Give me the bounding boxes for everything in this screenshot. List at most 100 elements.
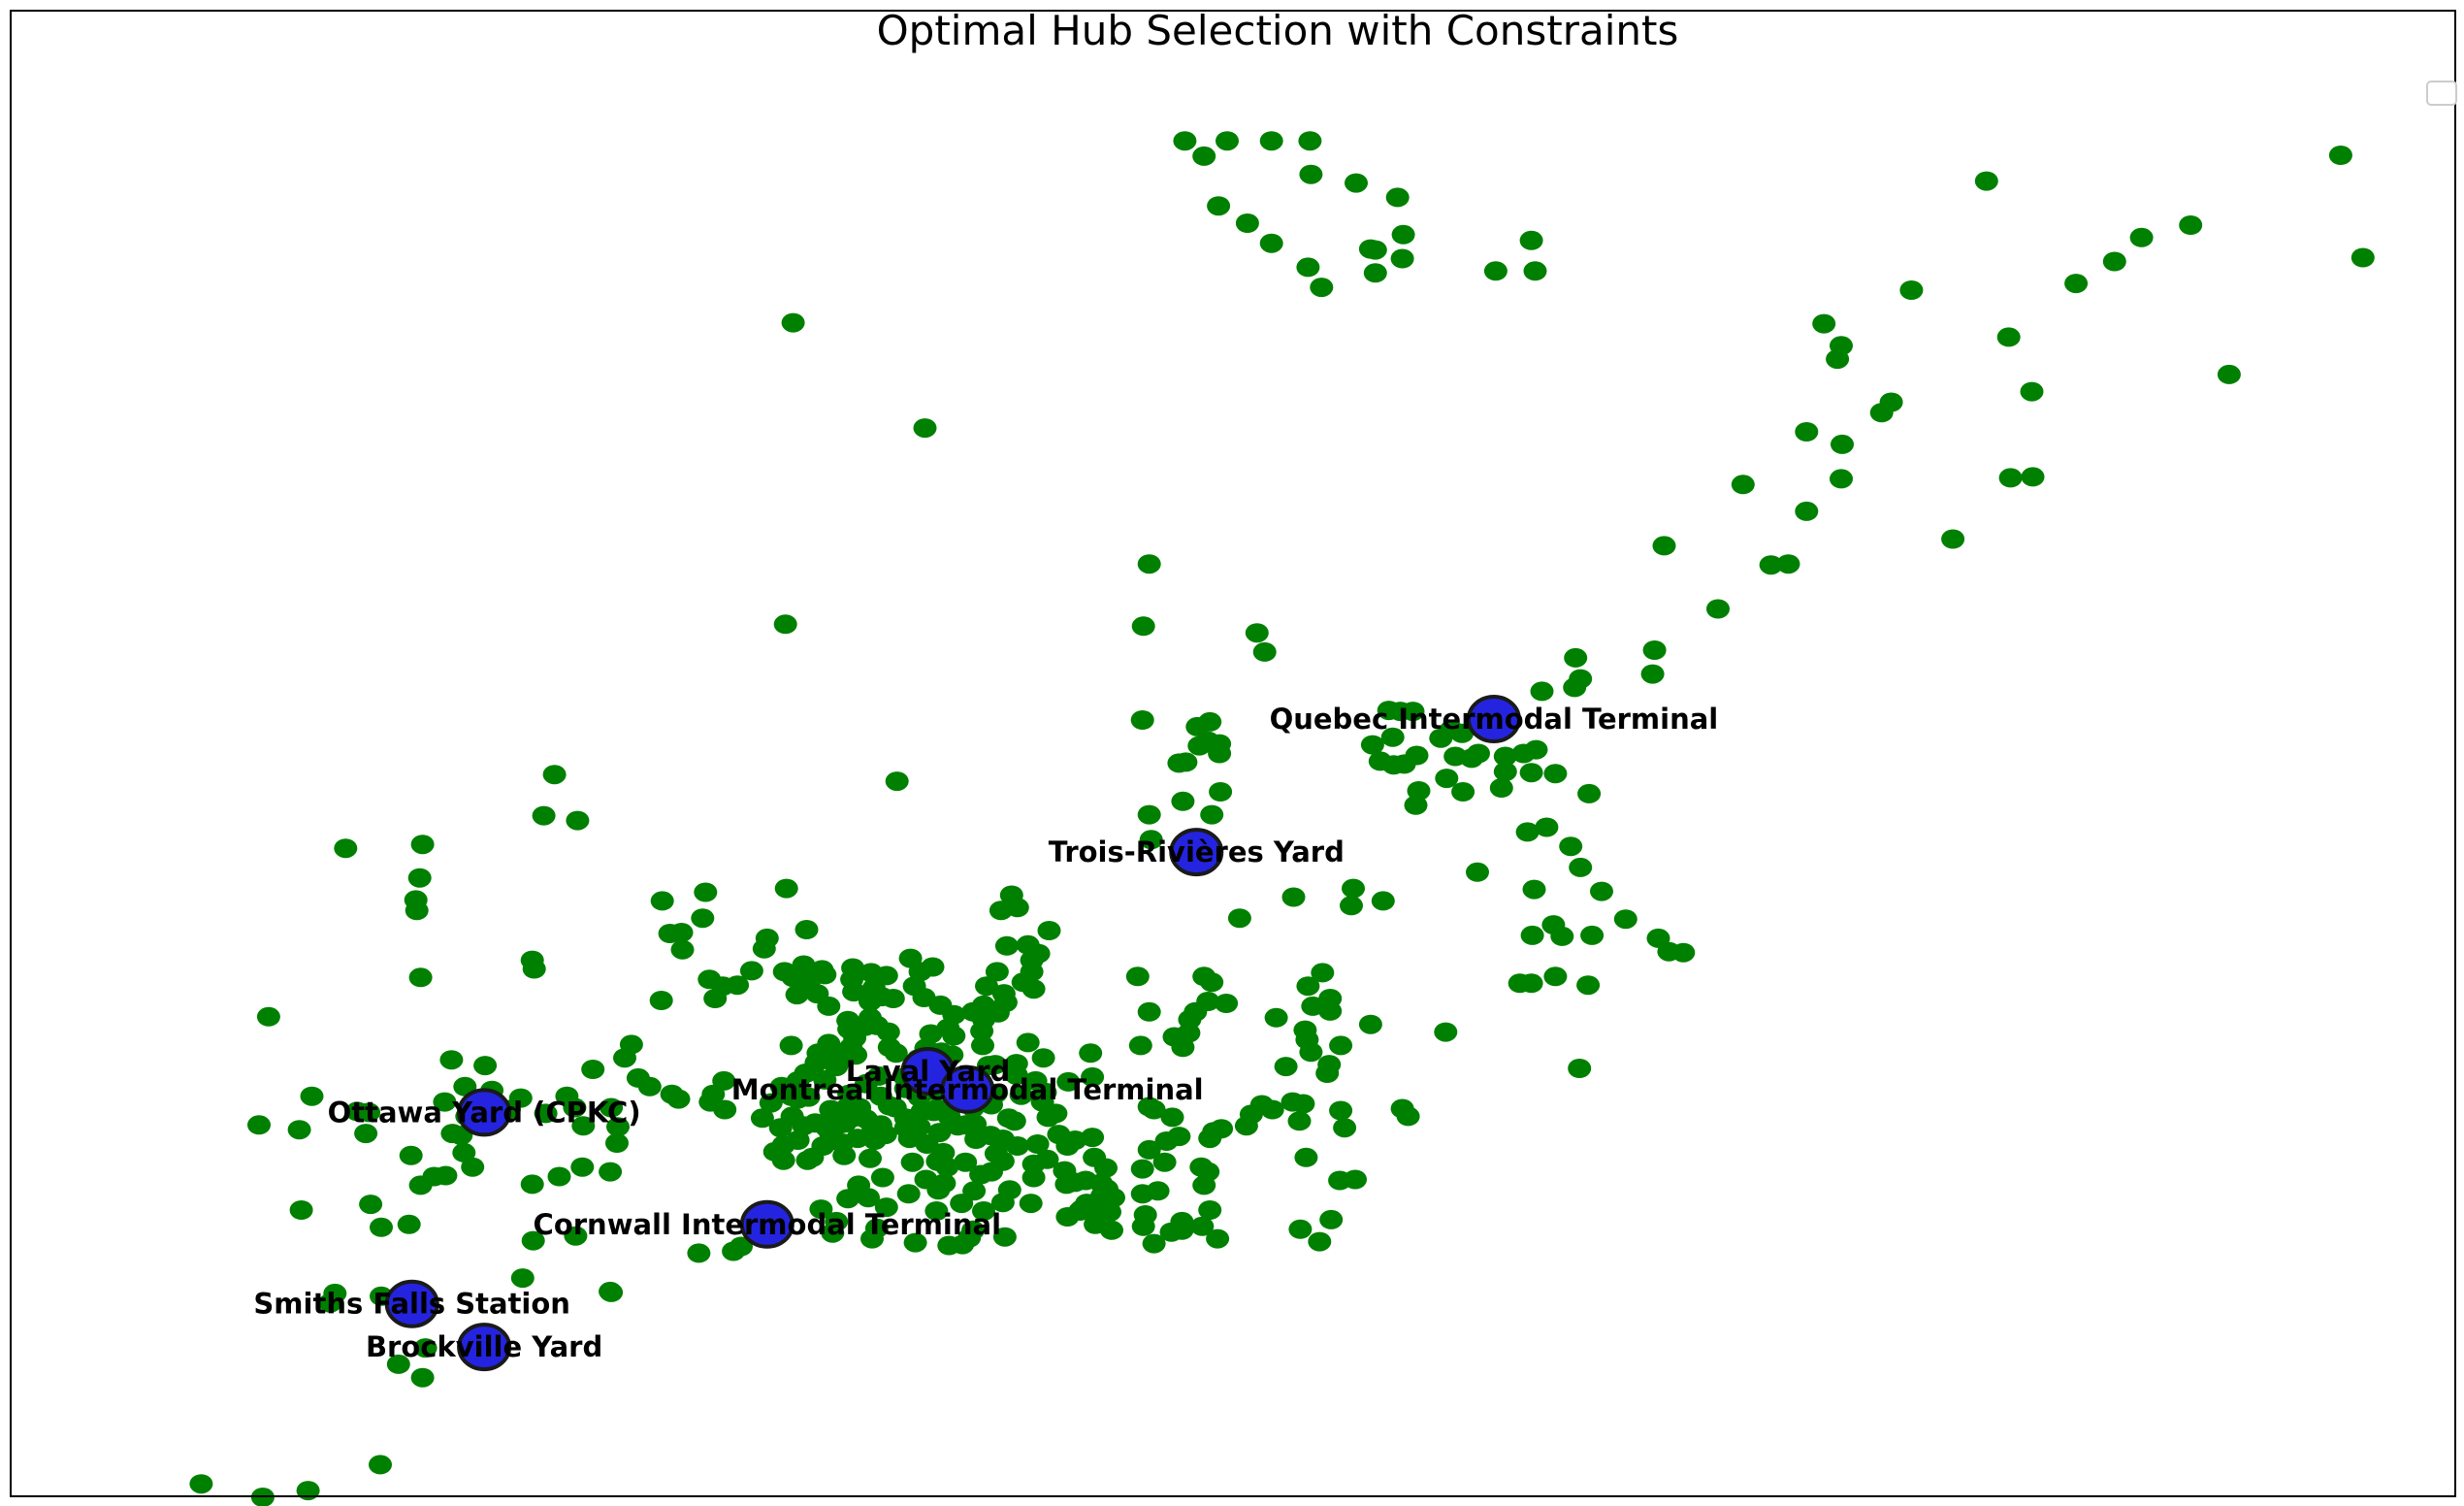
node-point	[1731, 475, 1755, 495]
node-point	[1429, 728, 1453, 748]
node-point	[1564, 647, 1588, 668]
node-point	[1260, 1099, 1284, 1120]
node-point	[881, 989, 905, 1008]
node-point	[1869, 403, 1894, 423]
chart-title: Optimal Hub Selection with Constraints	[877, 7, 1679, 54]
node-point	[792, 955, 816, 975]
node-point	[521, 1230, 545, 1251]
node-point	[1363, 263, 1387, 283]
node-point	[903, 1232, 927, 1253]
node-point	[1202, 1122, 1226, 1142]
hub-series	[384, 695, 1521, 1372]
node-point	[1830, 469, 1853, 489]
node-point	[600, 1097, 624, 1118]
node-point	[1328, 1170, 1352, 1191]
node-point	[1568, 1059, 1592, 1078]
node-point	[860, 1228, 884, 1249]
node-point	[1550, 926, 1574, 946]
node-point	[954, 1152, 978, 1172]
node-point	[1776, 554, 1800, 574]
node-point	[963, 1114, 988, 1134]
node-point	[1519, 973, 1543, 994]
node-point	[1543, 966, 1568, 987]
node-point	[687, 1243, 711, 1263]
hub-label: Trois-Rivières Yard	[1049, 835, 1345, 868]
node-point	[1160, 1107, 1184, 1128]
node-point	[1100, 1220, 1123, 1240]
node-point	[794, 920, 819, 939]
node-point	[1652, 536, 1676, 556]
node-point	[1360, 735, 1384, 755]
node-point	[1576, 975, 1601, 996]
node-point	[771, 1150, 795, 1170]
node-point	[345, 1101, 370, 1122]
node-point	[2351, 247, 2375, 268]
node-point	[1826, 349, 1850, 370]
node-point	[1235, 213, 1259, 233]
node-point	[296, 1481, 320, 1501]
node-point	[792, 1116, 816, 1136]
node-point	[1795, 501, 1819, 521]
node-point	[1259, 233, 1283, 253]
node-point	[950, 1194, 974, 1214]
node-point	[969, 1164, 993, 1185]
node-point	[992, 1227, 1017, 1247]
node-point	[1559, 836, 1583, 857]
node-point	[1227, 908, 1251, 929]
node-point	[1083, 1147, 1107, 1167]
node-point	[739, 961, 763, 981]
node-point	[1390, 248, 1414, 269]
node-point	[1342, 878, 1365, 899]
node-point	[1613, 909, 1637, 930]
node-point	[571, 1116, 596, 1136]
node-point	[1380, 727, 1405, 747]
node-point	[1264, 1007, 1288, 1028]
node-point	[921, 957, 945, 977]
node-point	[1483, 261, 1508, 281]
node-point	[1569, 669, 1593, 689]
node-point	[1706, 599, 1730, 619]
node-point	[619, 1034, 643, 1055]
node-point	[1079, 1043, 1103, 1064]
node-point	[1206, 1228, 1230, 1249]
node-point	[935, 1157, 959, 1177]
node-point	[1308, 1231, 1332, 1252]
node-point	[1131, 616, 1155, 637]
node-point	[404, 890, 428, 910]
node-point	[1377, 701, 1401, 721]
node-point	[2020, 381, 2044, 402]
node-point	[397, 1214, 421, 1234]
node-point	[1035, 1149, 1059, 1169]
node-point	[1198, 711, 1222, 732]
hub-point	[739, 1199, 794, 1249]
node-point	[1281, 1092, 1305, 1112]
hub-point	[940, 1064, 995, 1114]
node-point	[1009, 1085, 1033, 1105]
node-point	[809, 1199, 833, 1220]
node-point	[1187, 736, 1212, 756]
node-point	[461, 1157, 485, 1177]
hub-label: Brockville Yard	[366, 1330, 602, 1363]
hub-labels: Quebec Intermodal Terminal Trois-Rivières…	[253, 703, 1718, 1363]
node-point	[256, 1006, 280, 1027]
node-point	[913, 418, 937, 439]
node-point	[1133, 1205, 1157, 1225]
node-point	[626, 1067, 650, 1088]
node-point	[1311, 963, 1335, 983]
node-point	[1215, 994, 1239, 1013]
node-point	[473, 1056, 498, 1076]
node-point	[1493, 762, 1517, 782]
node-point	[1404, 795, 1428, 815]
node-point	[773, 614, 797, 635]
node-point	[1451, 782, 1475, 802]
node-point	[1295, 1030, 1319, 1050]
node-point	[1252, 641, 1277, 662]
node-point	[413, 1338, 438, 1359]
node-point	[1519, 230, 1543, 250]
node-point	[1033, 1082, 1057, 1102]
hub-point	[457, 1323, 512, 1372]
node-point	[813, 965, 837, 985]
node-point	[924, 1201, 949, 1221]
node-point	[1128, 1035, 1152, 1056]
node-point	[1152, 1152, 1177, 1172]
